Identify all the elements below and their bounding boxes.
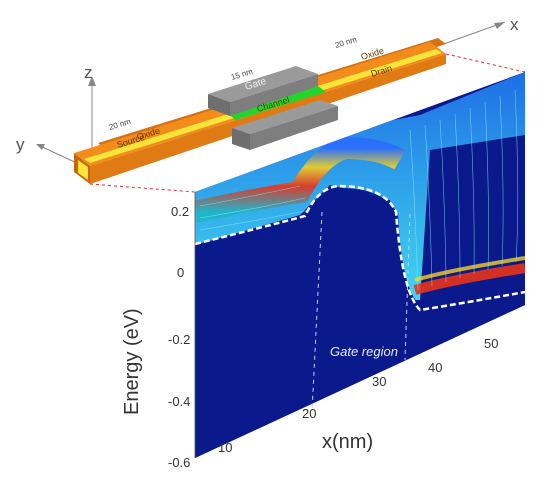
- x-axis-letter: x: [510, 15, 519, 34]
- y-ticks: 0.2 0 -0.2 -0.4 -0.6: [168, 204, 190, 470]
- y-tick: 0.2: [171, 204, 189, 219]
- x-tick: 20: [302, 406, 316, 421]
- energy-continuum: [195, 72, 525, 300]
- x-tick: 50: [484, 336, 498, 351]
- x-ticks: 10 20 30 40 50: [218, 336, 498, 455]
- dim-left-label: 20 nm: [108, 117, 132, 132]
- gate-region-label: Gate region: [330, 344, 398, 359]
- x-tick: 10: [218, 440, 232, 455]
- y-tick: 0: [177, 265, 184, 280]
- nanowire-device: Source Channel Drain Oxide Oxide Gate 20…: [74, 35, 446, 184]
- y-axis-letter: y: [16, 135, 25, 154]
- x-tick: 40: [428, 360, 442, 375]
- y-tick: -0.4: [168, 394, 190, 409]
- x-tick: 30: [372, 374, 386, 389]
- energy-plot: Gate region: [194, 72, 526, 458]
- x-axis-title: x(nm): [322, 431, 373, 453]
- projection-lines: [89, 53, 526, 193]
- y-tick: -0.2: [168, 332, 190, 347]
- conduction-band-edge: [194, 184, 526, 312]
- y-axis-title: Energy (eV): [121, 308, 143, 415]
- gate-bottom: [232, 100, 338, 134]
- channel-region: [228, 86, 326, 120]
- gate-boundary-left: [311, 211, 323, 413]
- gate-boundary-right: [404, 213, 411, 361]
- y-tick: -0.6: [168, 455, 190, 470]
- dim-right-label: 20 nm: [334, 35, 358, 50]
- gate-top: [208, 66, 318, 102]
- z-axis-letter: z: [84, 63, 93, 82]
